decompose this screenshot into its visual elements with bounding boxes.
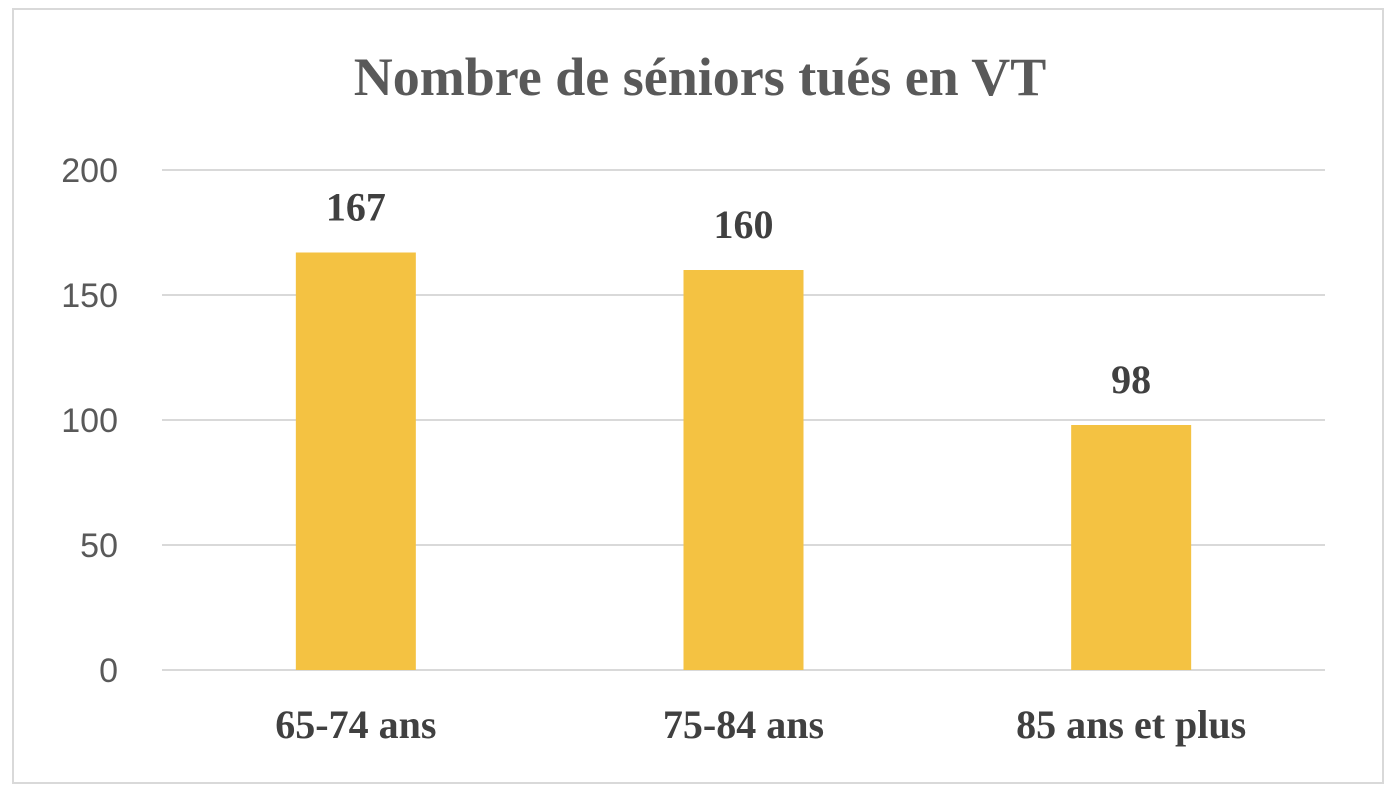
data-labels: 167 160 98 [326,185,1151,403]
bar [683,270,804,670]
data-label: 167 [326,185,386,230]
chart-title: Nombre de séniors tués en VT [354,47,1047,107]
y-tick-label: 200 [61,152,118,190]
y-tick-label: 0 [99,652,118,690]
y-axis-ticks: 0 50 100 150 200 [61,152,118,690]
data-label: 160 [714,202,774,247]
x-tick-label: 75-84 ans [663,702,824,747]
y-tick-label: 150 [61,277,118,315]
bars [295,252,1192,670]
x-axis-ticks: 65-74 ans 75-84 ans 85 ans et plus [275,702,1246,747]
y-tick-label: 100 [61,402,118,440]
bar [295,252,416,670]
x-tick-label: 65-74 ans [275,702,436,747]
x-tick-label: 85 ans et plus [1016,702,1246,747]
bar [1071,425,1192,670]
data-label: 98 [1111,357,1151,402]
y-tick-label: 50 [80,527,118,565]
